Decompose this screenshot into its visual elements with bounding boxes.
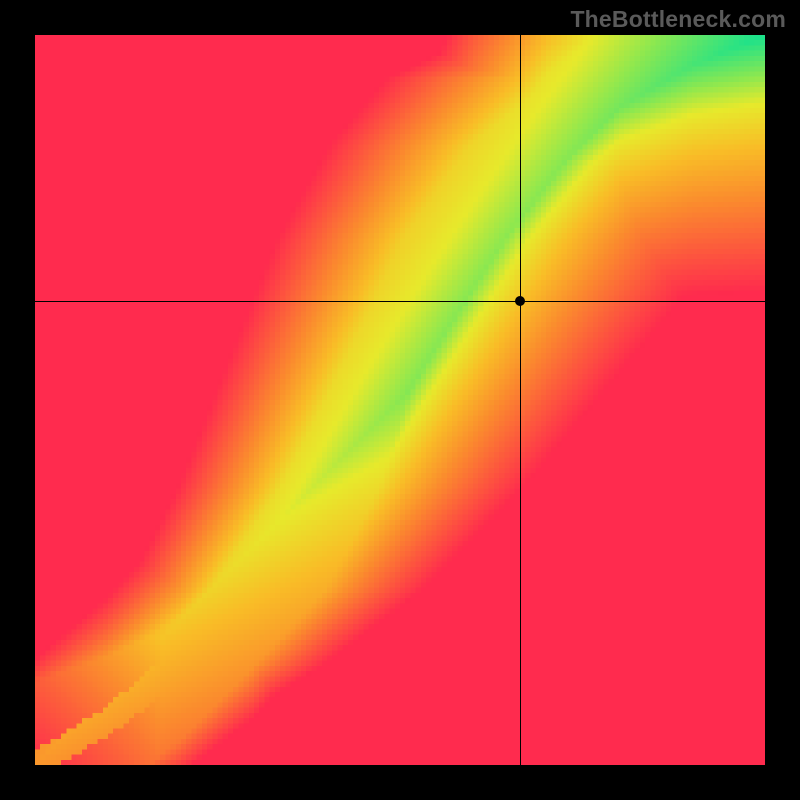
crosshair-horizontal (35, 301, 765, 302)
operating-point-marker (515, 296, 525, 306)
watermark-text: TheBottleneck.com (570, 6, 786, 33)
crosshair-vertical (520, 35, 521, 765)
heatmap-canvas (35, 35, 765, 765)
bottleneck-heatmap (35, 35, 765, 765)
